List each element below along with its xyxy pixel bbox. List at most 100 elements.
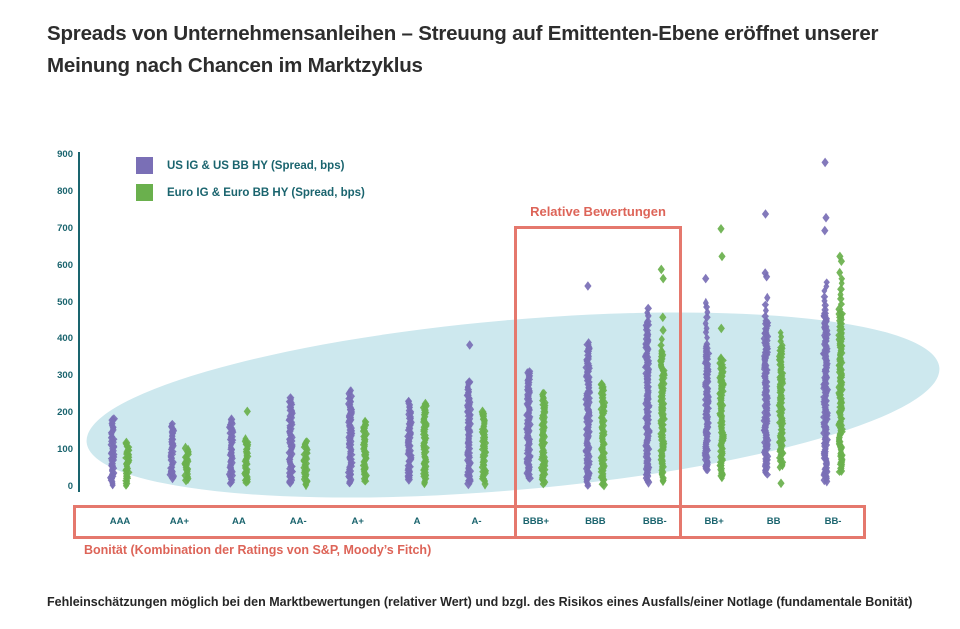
data-point bbox=[821, 225, 829, 236]
y-axis-tick-label: 300 bbox=[57, 370, 73, 382]
data-point bbox=[405, 396, 412, 406]
data-point bbox=[540, 397, 549, 408]
data-point bbox=[717, 353, 725, 364]
data-point bbox=[642, 339, 650, 349]
data-point bbox=[363, 430, 370, 439]
data-point bbox=[836, 267, 844, 278]
x-axis-label: BB bbox=[766, 516, 781, 527]
x-axis-label: BBB+ bbox=[522, 516, 549, 527]
data-point bbox=[598, 379, 606, 389]
data-point bbox=[644, 316, 652, 327]
background-ellipse bbox=[86, 312, 940, 498]
data-point bbox=[122, 437, 131, 449]
x-axis-label: BB- bbox=[824, 516, 842, 527]
data-point bbox=[718, 251, 726, 262]
data-point bbox=[703, 339, 711, 349]
data-point bbox=[836, 251, 844, 262]
data-point bbox=[819, 348, 829, 359]
y-axis-tick-label: 200 bbox=[57, 407, 73, 419]
data-point bbox=[348, 474, 355, 486]
data-point bbox=[181, 470, 190, 481]
data-point bbox=[717, 323, 725, 334]
x-axis-label: AA- bbox=[289, 516, 307, 527]
x-axis-label: BB+ bbox=[704, 516, 724, 527]
data-point bbox=[181, 442, 190, 454]
data-points bbox=[107, 157, 846, 491]
data-point bbox=[762, 305, 769, 316]
x-axis-label: AAA bbox=[109, 516, 131, 527]
data-point bbox=[466, 466, 475, 476]
page-title: Spreads von Unternehmensanleihen – Streu… bbox=[47, 22, 879, 77]
data-point bbox=[466, 403, 475, 415]
y-axis-tick-label: 900 bbox=[57, 149, 73, 160]
data-point bbox=[702, 273, 710, 284]
data-point bbox=[777, 478, 785, 489]
data-point bbox=[110, 468, 118, 478]
data-point bbox=[777, 337, 784, 346]
data-point bbox=[109, 414, 118, 424]
y-axis-tick-label: 600 bbox=[57, 259, 73, 271]
data-point bbox=[286, 393, 295, 403]
data-point bbox=[821, 157, 829, 168]
data-point bbox=[482, 426, 489, 436]
data-point bbox=[644, 311, 652, 321]
data-point bbox=[659, 436, 668, 447]
data-point bbox=[761, 312, 769, 321]
data-point bbox=[777, 328, 784, 337]
data-point bbox=[703, 302, 711, 312]
data-point bbox=[764, 292, 771, 303]
legend-swatch-euro bbox=[136, 184, 153, 201]
data-point bbox=[347, 386, 354, 395]
data-point bbox=[717, 224, 725, 234]
data-point bbox=[823, 278, 830, 287]
footnote: Fehleinschätzungen möglich bei den Markt… bbox=[47, 595, 913, 609]
data-point bbox=[822, 384, 832, 395]
x-axis-label: A bbox=[413, 516, 421, 527]
data-point bbox=[644, 303, 652, 313]
data-point bbox=[168, 419, 176, 428]
data-point bbox=[242, 434, 249, 444]
legend-label: Euro IG & Euro BB HY (Spread, bps) bbox=[167, 186, 365, 199]
x-axis-label: BBB bbox=[585, 516, 606, 527]
data-point bbox=[227, 414, 236, 425]
data-point bbox=[837, 300, 845, 309]
x-axis-label: A- bbox=[471, 516, 482, 527]
data-point bbox=[464, 455, 472, 466]
data-point bbox=[820, 292, 829, 301]
data-point bbox=[761, 268, 769, 278]
data-point bbox=[657, 341, 665, 350]
data-point bbox=[838, 274, 846, 283]
data-point bbox=[761, 446, 768, 455]
data-point bbox=[657, 264, 665, 275]
data-point bbox=[525, 367, 534, 376]
y-axis-tick-label: 500 bbox=[57, 296, 73, 308]
data-point bbox=[465, 377, 474, 387]
data-point bbox=[421, 398, 430, 410]
data-point bbox=[540, 388, 548, 397]
data-point bbox=[837, 256, 845, 266]
data-point bbox=[345, 398, 353, 410]
data-point bbox=[761, 209, 770, 219]
data-point bbox=[763, 271, 771, 282]
data-point bbox=[702, 318, 709, 329]
x-axis-label: AA+ bbox=[169, 516, 190, 527]
data-point bbox=[761, 300, 769, 309]
x-axis-label: A+ bbox=[351, 516, 364, 527]
data-point bbox=[821, 338, 828, 350]
y-axis-tick-label: 100 bbox=[57, 444, 73, 456]
data-point bbox=[659, 399, 668, 409]
data-point bbox=[822, 212, 830, 223]
data-point bbox=[821, 287, 828, 295]
data-point bbox=[837, 284, 845, 294]
data-point bbox=[821, 317, 828, 329]
y-axis-tick-label: 800 bbox=[57, 185, 73, 197]
y-axis-tick-label: 700 bbox=[57, 222, 73, 234]
data-point bbox=[659, 273, 667, 284]
data-point bbox=[659, 325, 667, 335]
data-point bbox=[776, 418, 784, 427]
data-point bbox=[525, 403, 533, 413]
data-point bbox=[776, 462, 783, 472]
x-axis-labels-box bbox=[73, 505, 866, 539]
y-axis-tick-label: 400 bbox=[57, 333, 73, 345]
